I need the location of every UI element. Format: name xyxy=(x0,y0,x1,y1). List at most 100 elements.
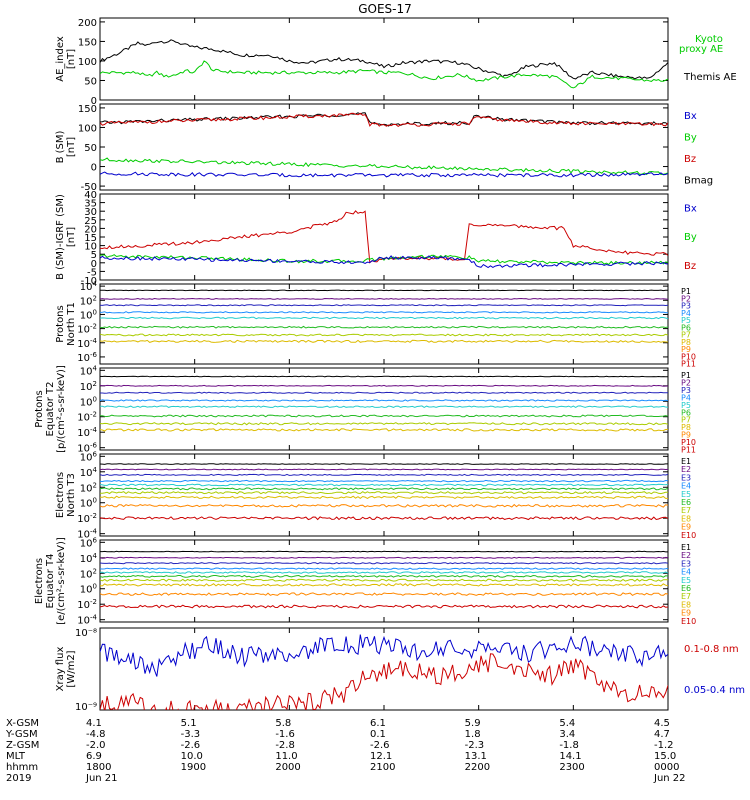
y-tick-label: 10-2 xyxy=(77,411,97,424)
series-line-p7 xyxy=(100,422,668,426)
y-tick-label: 30 xyxy=(84,207,97,218)
legend: Bx By Bz xyxy=(684,204,697,272)
legend-item: E3 xyxy=(681,473,691,482)
y-tick-label: 106 xyxy=(80,536,98,549)
series-line-bz xyxy=(100,112,668,128)
footer-row-label: X-GSM xyxy=(6,718,39,729)
series-line-p3 xyxy=(100,304,668,307)
series-line-e6 xyxy=(100,574,668,578)
series-line-e5 xyxy=(100,483,668,487)
series-line-e4 xyxy=(100,479,668,483)
legend-item: 0.1-0.8 nm xyxy=(684,644,739,655)
footer-cell: Jun 22 xyxy=(653,773,686,784)
footer-cell: 2100 xyxy=(370,762,395,773)
footer-cell: 2000 xyxy=(275,762,300,773)
legend: Bx By Bz Bmag xyxy=(684,111,713,187)
legend-item: P7 xyxy=(681,331,691,340)
y-tick-label: 150 xyxy=(78,104,97,115)
series-line-p5 xyxy=(100,405,668,408)
footer-row-label: Y-GSM xyxy=(5,729,38,740)
legend-item: E1 xyxy=(681,543,691,552)
series-line-kyoto-proxy-ae xyxy=(100,60,668,89)
series-line-bz xyxy=(100,210,668,264)
y-tick-label: 100 xyxy=(78,57,97,68)
y-tick-label: -50 xyxy=(81,182,97,193)
series-group xyxy=(100,375,668,432)
footer-cell: -3.3 xyxy=(181,729,201,740)
footer-cell: -2.3 xyxy=(465,740,485,751)
y-axis-label: AE_index xyxy=(55,36,66,82)
y-tick-label: 104 xyxy=(80,364,98,377)
footer-cell: 1.8 xyxy=(465,729,481,740)
series-group xyxy=(100,463,668,521)
y-tick-label: 150 xyxy=(78,37,97,48)
series-line-p1 xyxy=(100,375,668,378)
footer-cell: 12.1 xyxy=(370,751,392,762)
y-tick-label: 10-2 xyxy=(77,598,97,611)
panel-bsm: 150 100 50 0 -50 B (SM) [nT] Bx By Bz Bmag xyxy=(55,103,713,193)
footer-cell: 1800 xyxy=(86,762,111,773)
y-axis-label: North T3 xyxy=(66,473,77,517)
y-tick-label: 40 xyxy=(84,190,97,201)
y-tick-label: 10⁻⁹ xyxy=(75,702,97,713)
legend-item: P10 xyxy=(681,352,696,361)
series-line-e9 xyxy=(100,503,668,508)
footer-cell: 6.1 xyxy=(370,718,386,729)
y-tick-label: 100 xyxy=(80,395,97,408)
y-tick-label: 100 xyxy=(78,123,97,134)
y-tick-label: 10-6 xyxy=(77,351,97,364)
footer-cell: 11.0 xyxy=(275,751,297,762)
legend-item: E8 xyxy=(681,514,691,523)
legend-item: By xyxy=(684,232,697,243)
footer-cell: 2200 xyxy=(465,762,490,773)
footer-cell: -1.2 xyxy=(654,740,674,751)
y-tick-label: 20 xyxy=(84,224,97,235)
series-line-bmag xyxy=(100,112,668,127)
y-axis-label: [nT] xyxy=(66,227,77,247)
series-line-e10 xyxy=(100,604,668,609)
y-tick-label: 200 xyxy=(78,18,97,29)
legend-item: By xyxy=(684,133,697,144)
panel-frame xyxy=(99,367,669,451)
legend-item: E2 xyxy=(681,465,691,474)
legend-item: E3 xyxy=(681,559,691,568)
series-line-e8 xyxy=(100,495,668,500)
y-tick-label: 102 xyxy=(80,481,97,494)
legend-item: Bx xyxy=(684,204,697,215)
legend-item: P3 xyxy=(681,302,691,311)
series-line-p8 xyxy=(100,428,668,432)
series-line-e1 xyxy=(100,463,668,465)
panel-frame xyxy=(99,17,669,101)
y-tick-label: 50 xyxy=(84,143,97,154)
footer-cell: -1.6 xyxy=(275,729,295,740)
y-tick-label: 100 xyxy=(80,308,97,321)
footer-cell: 3.4 xyxy=(559,729,575,740)
legend-item: E5 xyxy=(681,490,691,499)
y-axis-label: Equator T4 xyxy=(45,554,56,609)
legend-item: P3 xyxy=(681,386,691,395)
series-line-0-05-0-4-nm xyxy=(100,634,668,677)
y-tick-label: 50 xyxy=(84,76,97,87)
y-tick-label: 10-4 xyxy=(77,337,97,350)
y-tick-label: 0 xyxy=(91,96,97,107)
series-group xyxy=(100,289,668,343)
y-tick-label: 10-4 xyxy=(77,614,97,627)
footer-cell: -2.6 xyxy=(181,740,201,751)
footer-cell: 6.9 xyxy=(86,751,102,762)
series-line-by xyxy=(100,254,668,266)
y-tick-label: 10-2 xyxy=(77,323,97,336)
footer-cell: 13.1 xyxy=(465,751,487,762)
legend-item: Kyoto xyxy=(695,34,723,45)
series-line-p4 xyxy=(100,399,668,402)
series-line-p6 xyxy=(100,414,668,418)
legend-item: P4 xyxy=(681,393,691,402)
series-line-by xyxy=(100,157,668,176)
legend-item: E6 xyxy=(681,584,691,593)
footer-cell: -2.6 xyxy=(370,740,390,751)
series-line-0-1-0-8-nm xyxy=(100,653,668,710)
footer-cell: -2.8 xyxy=(275,740,295,751)
